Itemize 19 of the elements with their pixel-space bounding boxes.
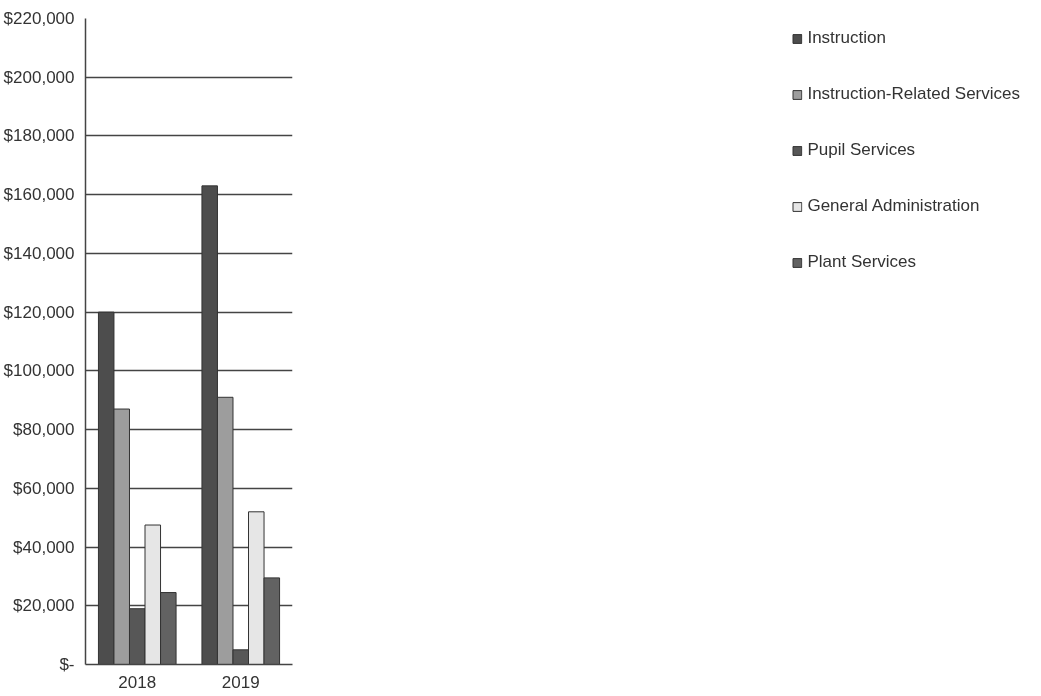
y-tick-label: $80,000 (13, 420, 75, 440)
y-tick-label: $200,000 (3, 67, 75, 87)
y-tick-label: $60,000 (13, 478, 75, 498)
legend-label: Pupil Services (807, 140, 916, 160)
y-tick-label: $160,000 (3, 185, 75, 205)
x-tick-label: 2018 (118, 672, 157, 692)
legend-label: Instruction-Related Services (807, 84, 1020, 104)
y-tick-label: $100,000 (3, 361, 75, 381)
legend-label: Instruction (807, 28, 886, 48)
y-tick-label: $- (59, 655, 75, 674)
x-tick-label: 2019 (221, 672, 260, 692)
y-tick-label: $20,000 (13, 596, 75, 616)
y-tick-label: $180,000 (3, 126, 75, 146)
y-tick-label: $220,000 (3, 9, 75, 28)
y-tick-label: $140,000 (3, 243, 75, 263)
legend-label: Plant Services (807, 252, 917, 272)
y-tick-label: $120,000 (3, 302, 75, 322)
legend-label: General Administration (807, 196, 980, 216)
y-tick-label: $40,000 (13, 537, 75, 557)
